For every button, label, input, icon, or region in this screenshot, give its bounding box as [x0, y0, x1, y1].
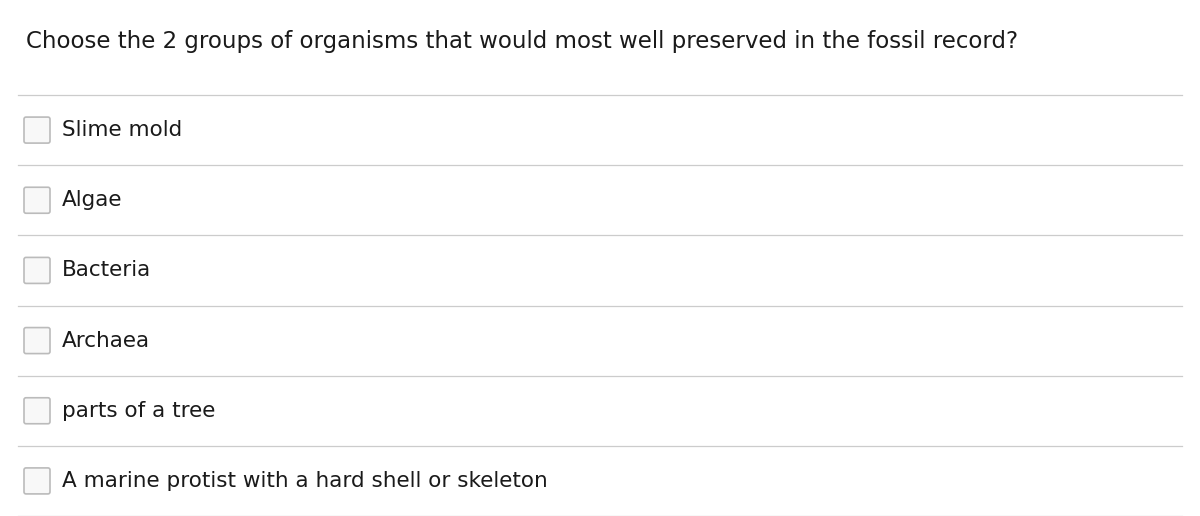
FancyBboxPatch shape: [24, 468, 50, 494]
FancyBboxPatch shape: [24, 117, 50, 143]
FancyBboxPatch shape: [24, 398, 50, 424]
Text: Bacteria: Bacteria: [62, 261, 151, 280]
Text: Algae: Algae: [62, 190, 122, 210]
FancyBboxPatch shape: [24, 187, 50, 213]
Text: Slime mold: Slime mold: [62, 120, 182, 140]
FancyBboxPatch shape: [24, 257, 50, 283]
Text: Archaea: Archaea: [62, 331, 150, 350]
Text: parts of a tree: parts of a tree: [62, 401, 215, 421]
Text: A marine protist with a hard shell or skeleton: A marine protist with a hard shell or sk…: [62, 471, 547, 491]
Text: Choose the 2 groups of organisms that would most well preserved in the fossil re: Choose the 2 groups of organisms that wo…: [26, 30, 1018, 53]
FancyBboxPatch shape: [24, 328, 50, 353]
